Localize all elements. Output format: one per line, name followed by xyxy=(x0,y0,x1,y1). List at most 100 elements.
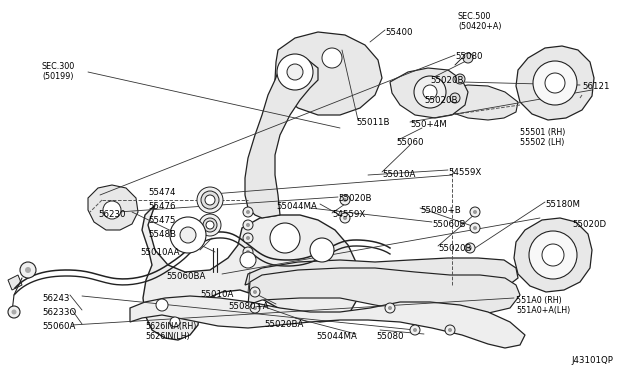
Circle shape xyxy=(8,306,20,318)
Text: 55475: 55475 xyxy=(148,216,175,225)
Circle shape xyxy=(103,201,121,219)
Text: 56230: 56230 xyxy=(98,210,125,219)
Polygon shape xyxy=(8,275,22,290)
Text: 55060BA: 55060BA xyxy=(166,272,205,281)
Polygon shape xyxy=(130,296,525,348)
Text: 55060B: 55060B xyxy=(432,220,465,229)
Text: 54559X: 54559X xyxy=(448,168,481,177)
Circle shape xyxy=(170,217,206,253)
Circle shape xyxy=(388,306,392,310)
Text: 55180M: 55180M xyxy=(545,200,580,209)
Circle shape xyxy=(340,213,350,223)
Text: 56233O: 56233O xyxy=(42,308,76,317)
Circle shape xyxy=(340,195,350,205)
Circle shape xyxy=(414,76,446,108)
Circle shape xyxy=(20,262,36,278)
Circle shape xyxy=(246,210,250,214)
Text: 55011B: 55011B xyxy=(356,118,390,127)
Text: 54559X: 54559X xyxy=(332,210,365,219)
Text: 5548B: 5548B xyxy=(148,230,176,239)
Text: 55010A: 55010A xyxy=(382,170,415,179)
Circle shape xyxy=(410,325,420,335)
Circle shape xyxy=(199,214,221,236)
Circle shape xyxy=(25,267,31,273)
Text: 55044MA: 55044MA xyxy=(276,202,317,211)
Text: 55020B: 55020B xyxy=(430,76,463,85)
Circle shape xyxy=(180,227,196,243)
Circle shape xyxy=(470,223,480,233)
Text: 56121: 56121 xyxy=(582,82,609,91)
Text: 55080+B: 55080+B xyxy=(420,206,461,215)
Circle shape xyxy=(170,317,180,327)
Text: 55010A: 55010A xyxy=(200,290,234,299)
Circle shape xyxy=(205,195,215,205)
Polygon shape xyxy=(514,218,592,292)
Circle shape xyxy=(246,223,250,227)
Circle shape xyxy=(243,233,253,243)
Text: 55400: 55400 xyxy=(385,28,413,37)
Circle shape xyxy=(253,290,257,294)
Circle shape xyxy=(473,210,477,214)
Circle shape xyxy=(343,216,347,220)
Text: 55020B: 55020B xyxy=(438,244,472,253)
Circle shape xyxy=(246,236,250,240)
Circle shape xyxy=(243,220,253,230)
Circle shape xyxy=(201,191,219,209)
Circle shape xyxy=(343,198,347,202)
Circle shape xyxy=(250,287,260,297)
Circle shape xyxy=(287,64,303,80)
Polygon shape xyxy=(390,68,468,118)
Polygon shape xyxy=(435,85,518,120)
Text: 55080+A: 55080+A xyxy=(228,302,269,311)
Text: 55080: 55080 xyxy=(455,52,483,61)
Polygon shape xyxy=(245,258,518,295)
Text: J43101QP: J43101QP xyxy=(571,356,613,365)
Text: 55060: 55060 xyxy=(396,138,424,147)
Circle shape xyxy=(243,247,253,257)
Text: 55080: 55080 xyxy=(376,332,403,341)
Text: 55010AA: 55010AA xyxy=(140,248,179,257)
Polygon shape xyxy=(142,205,360,340)
Circle shape xyxy=(445,325,455,335)
Text: 55476: 55476 xyxy=(148,202,175,211)
Text: 55060A: 55060A xyxy=(42,322,76,331)
Text: 55501 (RH)
55502 (LH): 55501 (RH) 55502 (LH) xyxy=(520,128,565,147)
Circle shape xyxy=(243,207,253,217)
Text: 55020D: 55020D xyxy=(572,220,606,229)
Circle shape xyxy=(246,250,250,254)
Circle shape xyxy=(250,303,260,313)
Circle shape xyxy=(465,243,475,253)
Circle shape xyxy=(448,328,452,332)
Text: 55474: 55474 xyxy=(148,188,175,197)
Circle shape xyxy=(413,328,417,332)
Circle shape xyxy=(277,54,313,90)
Circle shape xyxy=(270,223,300,253)
Text: SEC.300
(50199): SEC.300 (50199) xyxy=(42,62,76,81)
Polygon shape xyxy=(245,55,318,218)
Circle shape xyxy=(533,61,577,105)
Circle shape xyxy=(385,303,395,313)
Text: 5626INA(RH)
5626IN(LH): 5626INA(RH) 5626IN(LH) xyxy=(145,322,196,341)
Circle shape xyxy=(322,48,342,68)
Text: 56243: 56243 xyxy=(42,294,70,303)
Text: 55020B: 55020B xyxy=(338,194,371,203)
Text: 551A0 (RH)
551A0+A(LH): 551A0 (RH) 551A0+A(LH) xyxy=(516,296,570,315)
Circle shape xyxy=(310,238,334,262)
Text: 55044MA: 55044MA xyxy=(316,332,357,341)
Circle shape xyxy=(473,226,477,230)
Circle shape xyxy=(203,218,217,232)
Polygon shape xyxy=(88,185,138,230)
Circle shape xyxy=(450,93,460,103)
Circle shape xyxy=(423,85,437,99)
Circle shape xyxy=(470,207,480,217)
Circle shape xyxy=(545,73,565,93)
Circle shape xyxy=(463,53,473,63)
Circle shape xyxy=(240,252,256,268)
Circle shape xyxy=(468,246,472,250)
Circle shape xyxy=(529,231,577,279)
Text: SEC.500
(50420+A): SEC.500 (50420+A) xyxy=(458,12,502,31)
Circle shape xyxy=(253,306,257,310)
Text: 550+4M: 550+4M xyxy=(410,120,447,129)
Circle shape xyxy=(156,299,168,311)
Circle shape xyxy=(455,74,465,84)
